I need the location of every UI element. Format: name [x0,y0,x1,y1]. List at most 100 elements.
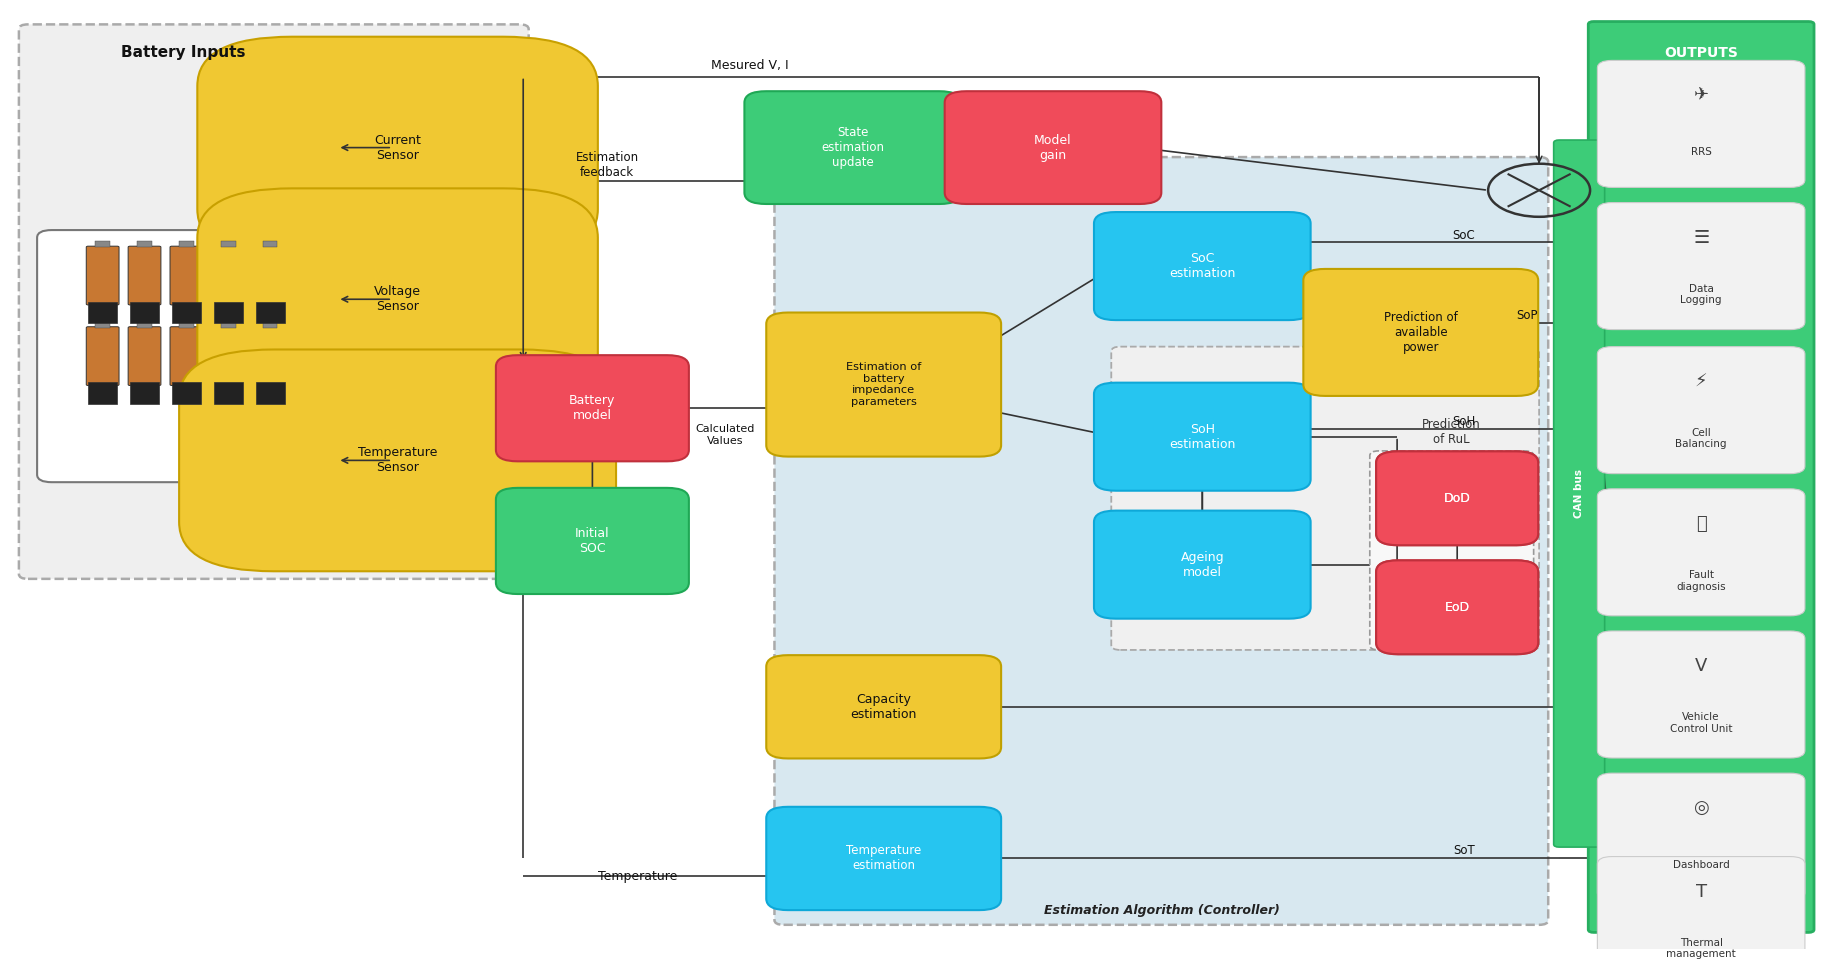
FancyBboxPatch shape [262,241,277,247]
Text: Prediction of
available
power: Prediction of available power [1385,311,1458,354]
Text: SoC: SoC [1452,229,1476,242]
Text: Capacity
estimation: Capacity estimation [851,693,916,721]
FancyBboxPatch shape [1598,631,1806,758]
Text: SoP: SoP [1516,309,1538,322]
FancyBboxPatch shape [255,301,284,323]
FancyBboxPatch shape [1303,269,1538,396]
FancyBboxPatch shape [179,241,193,247]
FancyBboxPatch shape [944,91,1161,204]
FancyBboxPatch shape [197,36,598,258]
Text: ⑂: ⑂ [1696,515,1707,533]
FancyBboxPatch shape [1376,451,1538,545]
Text: Battery
model: Battery model [568,395,616,422]
FancyBboxPatch shape [1376,561,1538,654]
FancyBboxPatch shape [95,241,109,247]
FancyBboxPatch shape [1598,856,1806,960]
Text: ⚡: ⚡ [1694,372,1707,391]
Text: Calculated
Values: Calculated Values [696,424,754,446]
FancyBboxPatch shape [87,301,117,323]
Text: T: T [1696,882,1707,900]
FancyBboxPatch shape [129,382,159,403]
Text: V: V [1694,657,1707,675]
Text: Temperature: Temperature [598,870,678,883]
FancyBboxPatch shape [86,246,118,305]
Text: ✈: ✈ [1694,86,1709,105]
FancyBboxPatch shape [1093,511,1310,618]
FancyBboxPatch shape [18,24,528,579]
Text: Estimation Algorithm (Controller): Estimation Algorithm (Controller) [1044,904,1281,917]
Text: Prediction
of RuL: Prediction of RuL [1423,418,1481,446]
Text: EoD: EoD [1445,601,1470,613]
FancyBboxPatch shape [1370,451,1534,650]
FancyBboxPatch shape [213,382,242,403]
FancyBboxPatch shape [745,91,960,204]
FancyBboxPatch shape [1589,21,1815,932]
Text: SoH: SoH [1452,415,1476,428]
Text: RRS: RRS [1691,147,1711,157]
FancyBboxPatch shape [1093,383,1310,491]
FancyBboxPatch shape [767,806,1000,910]
Text: DoD: DoD [1443,492,1470,505]
Text: Model
gain: Model gain [1035,133,1071,161]
Text: EoD: EoD [1445,601,1470,613]
FancyBboxPatch shape [36,230,333,482]
Text: Initial
SOC: Initial SOC [576,527,610,555]
FancyBboxPatch shape [1598,489,1806,615]
FancyBboxPatch shape [137,241,151,247]
FancyBboxPatch shape [1598,347,1806,473]
FancyBboxPatch shape [197,188,598,410]
FancyBboxPatch shape [255,382,284,403]
Text: Current
Sensor: Current Sensor [374,133,421,161]
Text: Thermal
management: Thermal management [1667,938,1736,959]
FancyBboxPatch shape [262,322,277,327]
Text: SoC
estimation: SoC estimation [1170,252,1235,280]
Text: ☰: ☰ [1693,228,1709,247]
FancyBboxPatch shape [1598,773,1806,900]
FancyBboxPatch shape [171,382,200,403]
Text: Cell
Balancing: Cell Balancing [1676,428,1727,449]
FancyBboxPatch shape [128,246,160,305]
Text: DoD: DoD [1443,492,1470,505]
FancyBboxPatch shape [253,246,286,305]
FancyBboxPatch shape [1554,140,1605,847]
FancyBboxPatch shape [87,382,117,403]
Text: Mesured V, I: Mesured V, I [711,59,789,72]
FancyBboxPatch shape [220,241,235,247]
Text: Ageing
model: Ageing model [1181,551,1224,579]
Text: CAN bus: CAN bus [1574,469,1583,518]
FancyBboxPatch shape [128,326,160,386]
Text: Fault
diagnosis: Fault diagnosis [1676,570,1725,591]
FancyBboxPatch shape [169,246,202,305]
FancyBboxPatch shape [496,488,689,594]
FancyBboxPatch shape [767,655,1000,758]
FancyBboxPatch shape [211,326,244,386]
Text: Data
Logging: Data Logging [1680,284,1722,305]
Text: Dashboard: Dashboard [1673,860,1729,870]
Text: Battery Inputs: Battery Inputs [120,45,244,60]
Text: SoH
estimation: SoH estimation [1170,422,1235,450]
Text: Estimation
feedback: Estimation feedback [576,151,638,179]
FancyBboxPatch shape [129,301,159,323]
FancyBboxPatch shape [1598,203,1806,329]
FancyBboxPatch shape [137,322,151,327]
Text: State
estimation
update: State estimation update [822,126,884,169]
Text: OUTPUTS: OUTPUTS [1663,46,1738,60]
FancyBboxPatch shape [1598,60,1806,187]
FancyBboxPatch shape [496,355,689,462]
FancyBboxPatch shape [86,326,118,386]
FancyBboxPatch shape [1376,561,1538,654]
FancyBboxPatch shape [171,301,200,323]
Text: Voltage
Sensor: Voltage Sensor [374,285,421,313]
FancyBboxPatch shape [213,301,242,323]
FancyBboxPatch shape [1093,212,1310,320]
Text: Temperature
Sensor: Temperature Sensor [357,446,437,474]
FancyBboxPatch shape [1111,347,1540,650]
Text: Temperature
estimation: Temperature estimation [845,845,922,873]
Text: SoT: SoT [1454,845,1476,857]
FancyBboxPatch shape [774,157,1549,924]
FancyBboxPatch shape [253,326,286,386]
Text: Vehicle
Control Unit: Vehicle Control Unit [1671,712,1733,733]
Text: ◎: ◎ [1693,800,1709,817]
Text: Estimation of
battery
impedance
parameters: Estimation of battery impedance paramete… [845,362,922,407]
FancyBboxPatch shape [169,326,202,386]
